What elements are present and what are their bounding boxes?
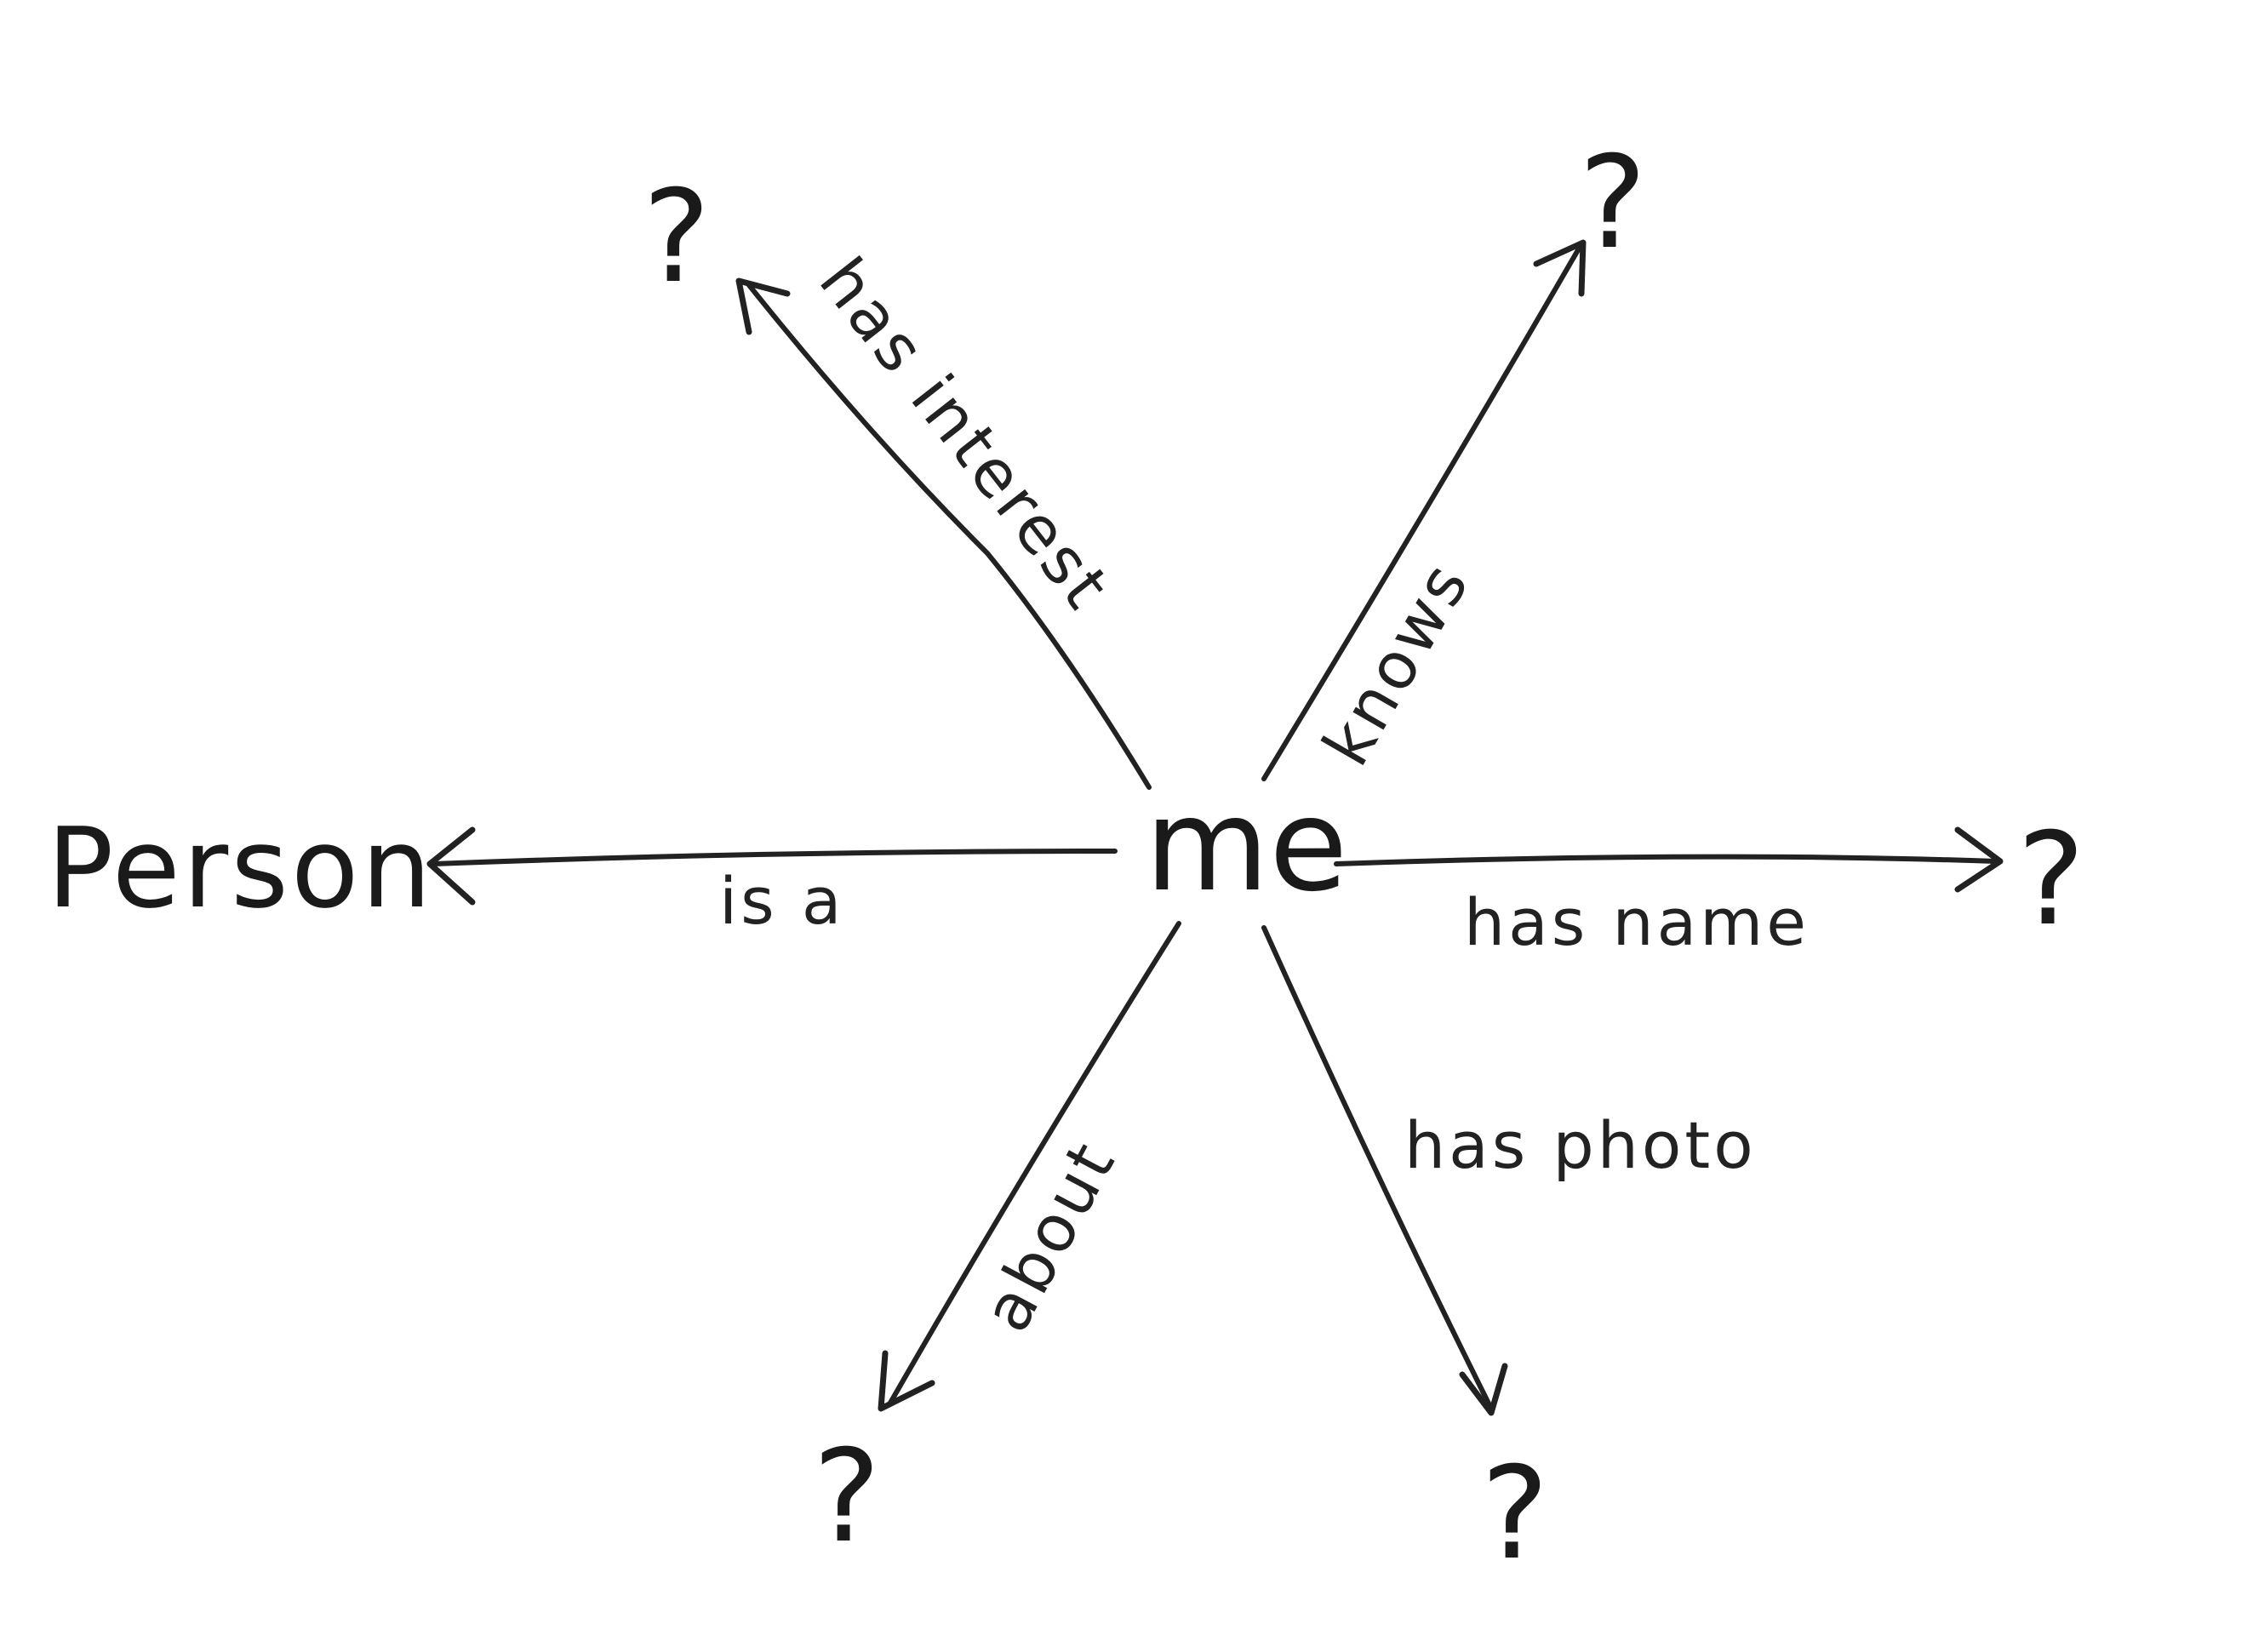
edge-is-a-arrowhead xyxy=(426,826,476,906)
edge-has-interest-line xyxy=(746,283,1152,790)
node-unknown-name: ? xyxy=(2017,806,2085,954)
edge-has-name-arrowhead xyxy=(1954,826,2004,893)
edge-has-photo-line xyxy=(1261,925,1494,1411)
edge-has-name: has name xyxy=(1334,826,2004,960)
edge-has-name-label: has name xyxy=(1464,884,1810,960)
edge-has-photo: has photo xyxy=(1261,925,1757,1416)
node-unknown-knows: ? xyxy=(1579,129,1647,277)
edge-knows: knows xyxy=(1261,239,1587,781)
edge-about: about xyxy=(878,921,1181,1412)
edge-is-a-line xyxy=(432,849,1118,866)
center-node-me: me xyxy=(1145,772,1347,920)
edge-knows-arrowhead xyxy=(1533,239,1587,297)
edge-knows-line xyxy=(1261,246,1581,781)
edge-about-line xyxy=(887,921,1181,1407)
edge-is-a: is a xyxy=(426,826,1118,939)
node-unknown-photo: ? xyxy=(1481,1440,1549,1588)
edge-has-photo-arrowhead xyxy=(1459,1363,1508,1416)
edge-has-photo-label: has photo xyxy=(1404,1107,1757,1183)
edge-has-interest: has interest xyxy=(735,243,1152,790)
edge-has-interest-arrowhead xyxy=(735,277,791,335)
edge-about-arrowhead xyxy=(878,1350,935,1412)
edge-has-interest-label: has interest xyxy=(805,243,1126,624)
node-unknown-interest: ? xyxy=(643,163,711,312)
edge-is-a-label: is a xyxy=(719,863,844,939)
edge-about-label: about xyxy=(968,1128,1130,1343)
node-unknown-about: ? xyxy=(813,1423,881,1571)
edge-has-name-line xyxy=(1334,854,1998,866)
node-person: Person xyxy=(47,803,434,933)
